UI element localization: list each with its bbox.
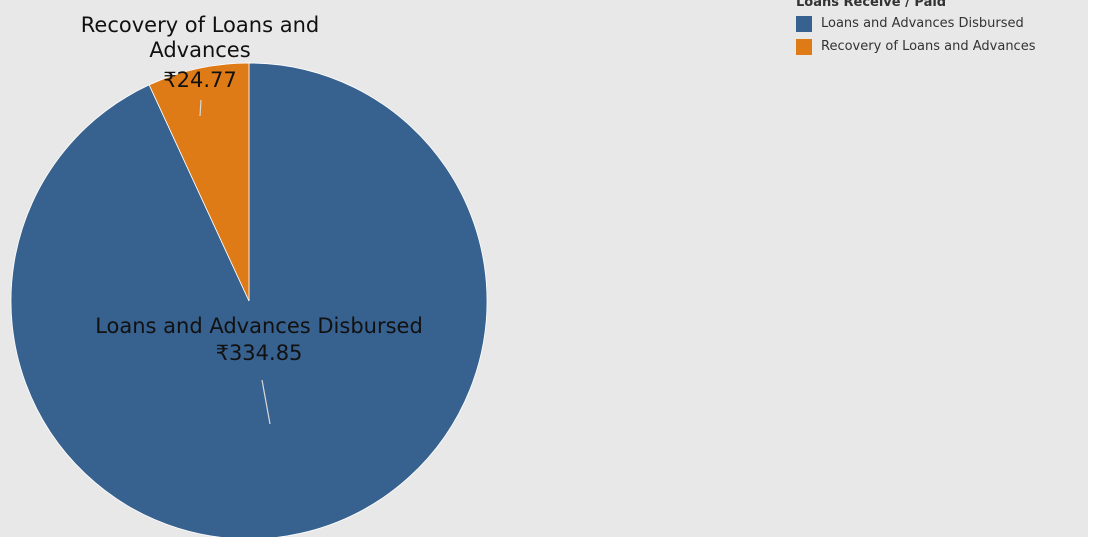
slice-value-loans-disbursed: ₹334.85 [216,341,303,365]
leader-line-recovery [199,99,202,117]
legend-label-loans-disbursed: Loans and Advances Disbursed [821,16,1024,31]
legend-item-loans-disbursed[interactable]: Loans and Advances Disbursed [796,12,1088,35]
legend-swatch-recovery [796,38,812,55]
slice-label-recovery-line-2: Advances [149,38,250,62]
slice-value-recovery: ₹24.77 [163,68,236,92]
slice-label-recovery-line-1: Recovery of Loans and [81,13,319,37]
pie-slice-loans-disbursed[interactable] [10,62,488,537]
leader-line-loans-disbursed [261,379,271,425]
leader-lines [199,99,271,425]
slice-label-loans-disbursed-line-1: Loans and Advances Disbursed [95,314,423,338]
legend[interactable]: Loans Receive / Paid Loans and Advances … [796,0,1088,58]
legend-label-recovery: Recovery of Loans and Advances [821,39,1036,54]
pie-slice-recovery[interactable] [148,62,250,302]
slice-labels: Loans and Advances Disbursed ₹334.85 Recov… [81,13,423,365]
legend-swatch-loans-disbursed [796,15,812,32]
legend-item-recovery[interactable]: Recovery of Loans and Advances [796,35,1088,58]
legend-title: Loans Receive / Paid [796,0,947,10]
pie-slices [10,62,488,537]
